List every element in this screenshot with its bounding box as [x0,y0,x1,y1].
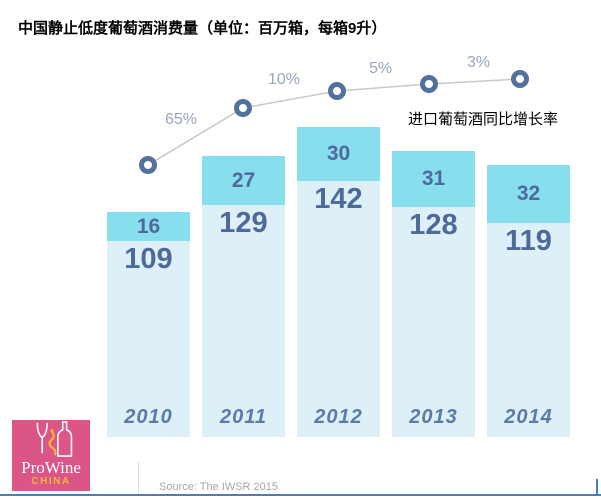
bar-bottom-segment: 128 [392,207,475,437]
trend-line-label: 进口葡萄酒同比增长率 [408,111,559,128]
bar-2013: 31 128 2013 [392,151,475,437]
logo-name-text: ProWine [21,458,81,477]
year-label: 2011 [219,406,267,428]
bar-bottom-segment: 109 [107,241,190,437]
year-label: 2010 [124,406,173,428]
trend-marker-2014 [511,70,529,88]
bar-bottom-segment: 129 [202,205,285,437]
bar-2011: 27 129 2011 [202,156,285,437]
bar-top-segment: 16 [107,212,190,241]
growth-percent-label: 3% [467,54,491,71]
bar-bottom-segment: 119 [487,223,570,437]
growth-percent-label: 5% [369,60,393,77]
bar-2012: 30 142 2012 [297,127,380,437]
prowine-china-logo: ProWine CHINA [12,420,90,491]
bar-top-segment: 27 [202,156,285,205]
year-label: 2012 [314,406,363,428]
bottom-border-line [0,494,601,496]
footer-divider [138,462,139,495]
year-label: 2014 [504,406,553,428]
chart-title: 中国静止低度葡萄酒消费量（单位：百万箱，每箱9升） [18,20,387,37]
source-text: Source: The IWSR 2015 [159,481,279,493]
bar-top-segment: 31 [392,151,475,207]
bar-2014: 32 119 2014 [487,165,570,437]
trend-marker-2011 [234,99,252,117]
trend-marker-2010 [139,156,157,174]
bar-top-segment: 32 [487,165,570,223]
right-border-line [596,479,598,495]
logo-sub-text: CHINA [31,476,71,487]
bar-top-segment: 30 [297,127,380,181]
bar-bottom-segment: 142 [297,181,380,437]
growth-percent-label: 10% [268,71,301,88]
wine-glass-bottle-icon [36,421,73,457]
bar-2010: 16 109 2010 [107,212,190,437]
trend-marker-2012 [328,82,346,100]
year-label: 2013 [409,406,458,428]
trend-marker-2013 [420,75,438,93]
growth-percent-label: 65% [165,111,198,128]
